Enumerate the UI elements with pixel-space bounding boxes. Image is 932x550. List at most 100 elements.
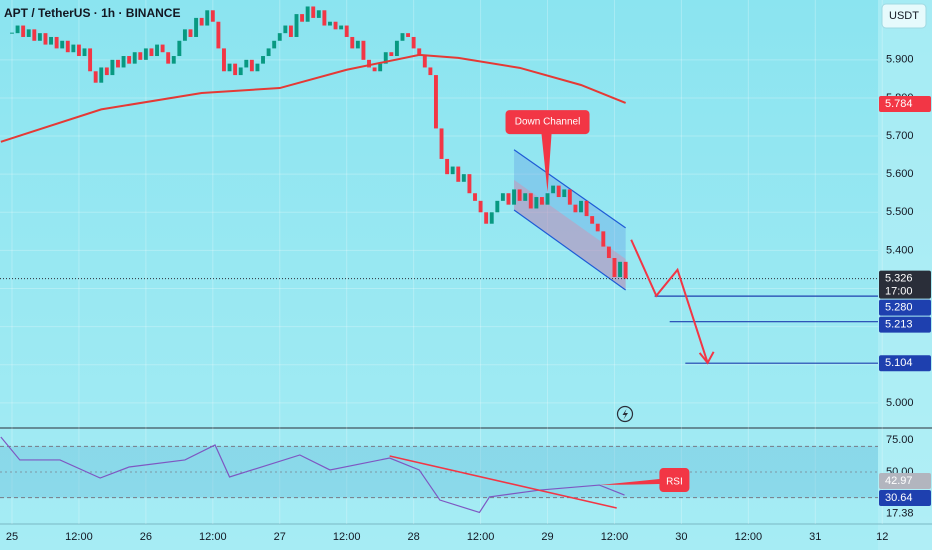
candle	[523, 193, 528, 201]
candle	[194, 17, 199, 37]
y-tick-label: 5.600	[886, 168, 914, 180]
candle	[595, 223, 600, 232]
candle	[328, 21, 332, 26]
candle	[149, 48, 154, 57]
candle	[249, 59, 254, 72]
candle	[43, 33, 48, 45]
candle	[389, 52, 394, 57]
candle	[316, 10, 321, 18]
x-tick-label: 12:00	[199, 531, 227, 543]
candle	[467, 174, 472, 194]
candle	[439, 128, 444, 159]
candle	[579, 200, 583, 213]
candle	[322, 10, 327, 26]
candle	[473, 193, 477, 201]
candle	[545, 193, 550, 205]
candle	[110, 59, 115, 76]
y-tick-label: 5.400	[886, 244, 914, 256]
candle	[383, 52, 388, 64]
candle	[394, 40, 399, 57]
rsi-tick-label: 17.38	[886, 508, 914, 520]
x-tick-label: 12:00	[601, 531, 629, 543]
last-price-tag-time: 17:00	[885, 286, 913, 298]
y-tick-label: 5.000	[886, 397, 914, 409]
candle	[132, 52, 137, 64]
candle	[489, 212, 494, 224]
candle	[37, 33, 42, 41]
candle	[361, 40, 366, 60]
candle	[378, 63, 383, 72]
level-tag-label: 5.213	[885, 319, 913, 331]
projection-path	[630, 239, 709, 364]
alert-icon[interactable]	[616, 405, 634, 423]
rsi-bubble	[599, 468, 690, 493]
candle	[590, 216, 595, 224]
rsi-divergence	[389, 455, 617, 509]
level-tag-label: 5.280	[885, 302, 913, 314]
candle	[65, 40, 70, 53]
channel-upper	[513, 149, 626, 229]
rsi-tag-label: 42.97	[885, 475, 913, 487]
price-tag-label: 5.784	[885, 98, 913, 110]
candle	[222, 48, 226, 72]
candle	[584, 200, 589, 217]
candle	[93, 71, 98, 83]
candle	[551, 185, 556, 194]
x-tick-label: 27	[274, 531, 286, 543]
candle	[266, 48, 271, 57]
candle	[500, 193, 505, 201]
projection-arrowhead	[698, 351, 715, 365]
candle	[411, 36, 416, 49]
candle	[166, 52, 171, 64]
rsi-tag	[879, 489, 931, 506]
candle	[300, 14, 305, 22]
currency-button[interactable]	[881, 3, 927, 29]
candle	[461, 174, 466, 182]
candle	[562, 189, 567, 198]
candle	[177, 40, 182, 57]
candle	[539, 197, 544, 205]
candle	[517, 189, 522, 201]
rsi-tag	[879, 472, 931, 489]
candle	[32, 29, 37, 41]
candle	[450, 166, 455, 175]
candle	[606, 246, 611, 259]
candle	[160, 44, 165, 53]
last-price-tag	[879, 270, 931, 299]
x-tick-label: 30	[675, 531, 687, 543]
y-tick-label: 5.700	[886, 130, 914, 142]
candle	[478, 200, 483, 213]
candle	[255, 63, 260, 72]
candle	[339, 25, 344, 30]
candle	[272, 40, 277, 49]
candle	[372, 67, 377, 72]
symbol-title: APT / TetherUS · 1h · BINANCE	[4, 6, 180, 20]
x-tick-label: 12	[876, 531, 888, 543]
candle	[506, 193, 511, 205]
candle	[495, 200, 500, 213]
channel-fill	[514, 149, 626, 291]
candle	[311, 6, 316, 18]
annotation-bubble	[505, 110, 590, 193]
last-price-tag-label: 5.326	[885, 273, 913, 285]
candle	[350, 36, 355, 49]
candle	[445, 158, 450, 175]
candle	[333, 21, 338, 30]
y-tick-label: 5.500	[886, 206, 914, 218]
currency-label[interactable]: USDT	[889, 10, 919, 22]
candle	[116, 59, 120, 68]
candle	[15, 25, 20, 34]
rsi-bubble-text: RSI	[666, 477, 683, 488]
candle	[400, 33, 405, 41]
x-tick-label: 31	[809, 531, 821, 543]
candle	[294, 14, 299, 37]
candle	[171, 56, 176, 64]
candle	[138, 52, 143, 60]
candle	[556, 185, 561, 198]
candle	[227, 63, 232, 72]
candle	[155, 44, 159, 57]
x-tick-label: 26	[140, 531, 152, 543]
candle	[305, 6, 310, 22]
candle	[76, 44, 81, 57]
candle	[26, 29, 31, 37]
